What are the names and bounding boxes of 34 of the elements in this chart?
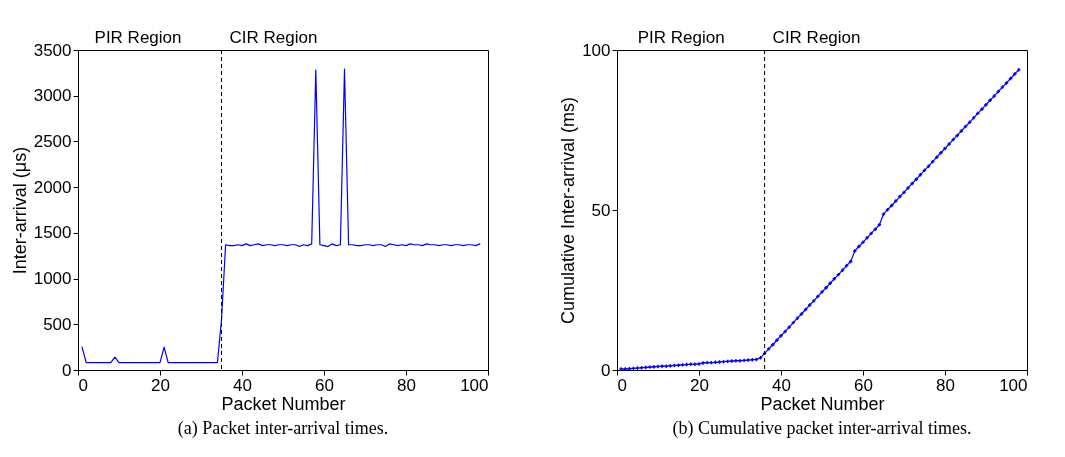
text: (b) Cumulative packet inter-arrival times.	[672, 418, 972, 439]
text: PIR Region	[637, 28, 725, 47]
x-tick-label: 40	[772, 375, 791, 395]
x-tick-label: 60	[315, 375, 334, 395]
text: PIR Region	[94, 28, 182, 47]
y-tick-label: 1500	[33, 223, 72, 243]
x-tick-label: 100	[999, 375, 1028, 395]
x-tick-label: 80	[397, 375, 416, 395]
text: CIR Region	[229, 28, 318, 47]
x-tick-label: 60	[854, 375, 873, 395]
line-series	[81, 68, 481, 364]
y-axis-title: Cumulative Inter-arrival (ms)	[558, 96, 579, 325]
y-tick-label: 3500	[33, 40, 72, 60]
y-tick-label: 100	[582, 40, 611, 60]
y-tick-label: 500	[43, 314, 72, 334]
x-tick-label: 20	[151, 375, 170, 395]
text: CIR Region	[772, 28, 861, 47]
y-axis-title: Inter-arrival (μs)	[9, 146, 30, 275]
y-tick-label: 2000	[33, 177, 72, 197]
x-tick-label: 0	[617, 375, 627, 395]
text: (a) Packet inter-arrival times.	[177, 418, 389, 439]
x-tick-label: 40	[233, 375, 252, 395]
y-tick-label: 0	[62, 360, 72, 380]
y-tick-label: 3000	[33, 86, 72, 106]
y-tick-label: 1000	[33, 269, 72, 289]
y-tick-label: 2500	[33, 131, 72, 151]
x-tick-label: 100	[460, 375, 489, 395]
y-tick-label: 50	[591, 200, 611, 220]
y-tick-label: 0	[601, 360, 611, 380]
x-axis-title: Packet Number	[760, 393, 885, 414]
x-axis-title: Packet Number	[221, 393, 346, 414]
x-tick-label: 20	[690, 375, 709, 395]
x-tick-label: 0	[78, 375, 88, 395]
x-tick-label: 80	[936, 375, 955, 395]
